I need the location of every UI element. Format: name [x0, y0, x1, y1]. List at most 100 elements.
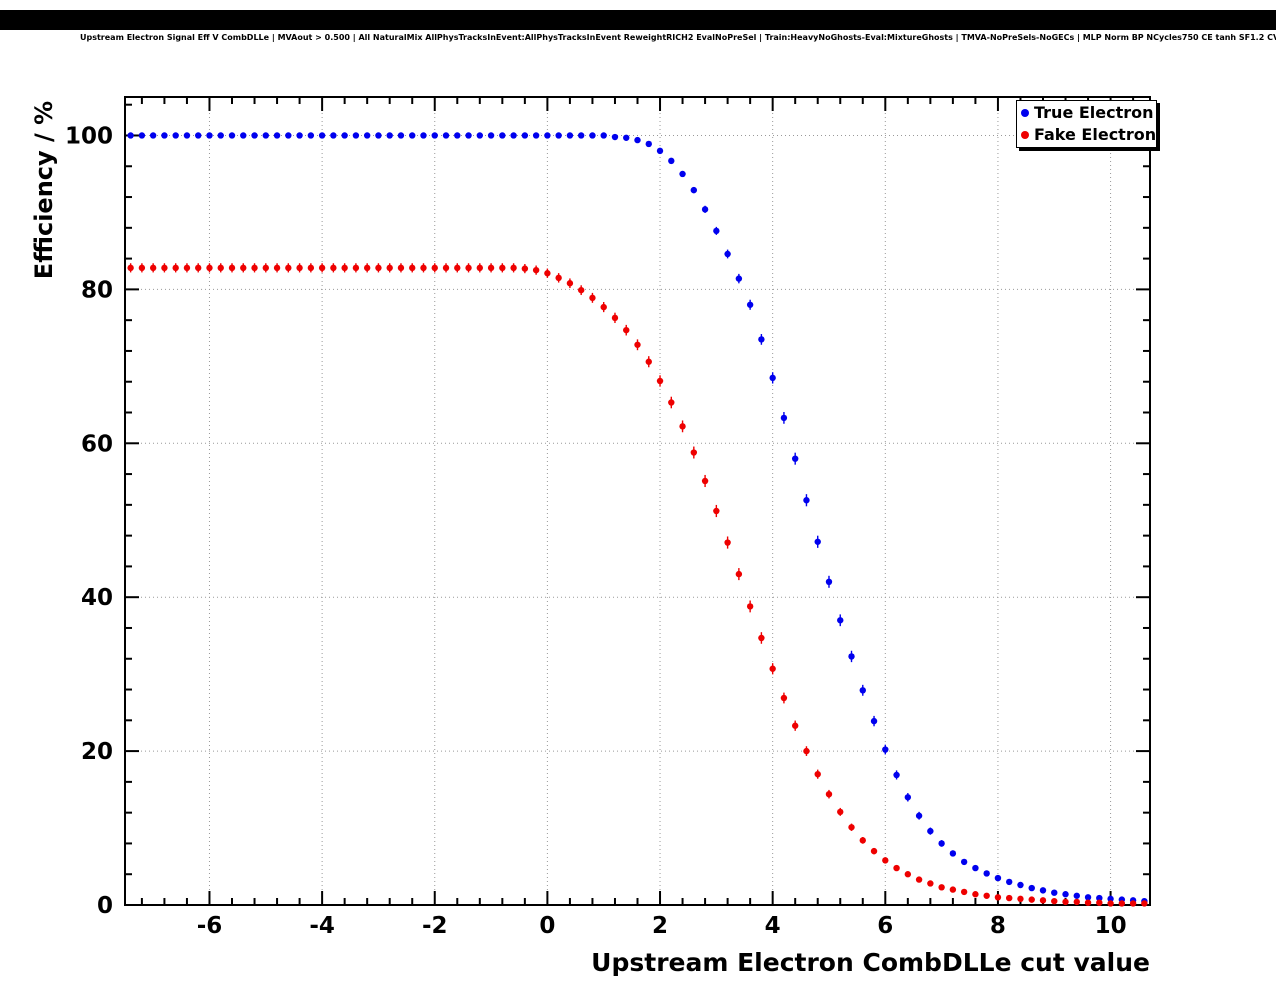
y-tick-label: 40	[81, 585, 113, 611]
data-point	[848, 653, 855, 660]
data-point	[532, 132, 540, 139]
data-point	[352, 264, 360, 272]
y-tick-label: 20	[81, 739, 113, 765]
data-point	[701, 206, 709, 213]
data-point	[499, 264, 506, 272]
data-point	[240, 132, 247, 139]
data-point	[442, 132, 450, 139]
data-point	[397, 132, 405, 139]
data-point	[1084, 894, 1092, 901]
data-point	[994, 894, 1002, 901]
data-point	[1017, 881, 1024, 889]
data-point	[577, 132, 585, 139]
data-point	[431, 132, 438, 139]
data-point	[476, 132, 484, 139]
legend: True Electron Fake Electron	[1016, 100, 1157, 148]
data-point	[228, 132, 236, 139]
data-point	[127, 264, 134, 272]
data-point	[330, 132, 337, 139]
series-true-electron	[127, 132, 1148, 905]
data-point	[791, 722, 799, 729]
data-point	[532, 266, 540, 274]
data-point	[949, 850, 957, 857]
data-point	[262, 132, 269, 139]
data-point	[859, 687, 866, 694]
data-point	[510, 264, 517, 272]
data-point	[870, 717, 878, 725]
data-point	[611, 133, 619, 141]
legend-entry-fake-electron: Fake Electron	[1017, 127, 1156, 143]
data-point	[634, 341, 641, 348]
data-point	[307, 132, 315, 139]
data-point	[668, 399, 675, 406]
data-point	[363, 132, 371, 139]
plot-frame	[124, 96, 1151, 906]
data-point	[183, 264, 191, 272]
data-point	[251, 264, 258, 272]
data-point	[1084, 899, 1092, 906]
data-point	[645, 140, 652, 148]
data-point	[915, 812, 923, 819]
data-point	[465, 132, 472, 139]
data-point	[330, 264, 337, 272]
data-point	[758, 634, 765, 642]
data-point	[994, 874, 1002, 882]
data-point	[341, 264, 348, 272]
data-point	[893, 771, 900, 779]
data-point	[363, 264, 371, 272]
data-point	[409, 264, 416, 272]
data-point	[183, 132, 191, 139]
data-point	[397, 264, 405, 272]
data-point	[307, 264, 315, 272]
y-tick-label: 60	[81, 431, 113, 457]
data-point	[318, 132, 326, 139]
data-point	[1096, 899, 1103, 906]
data-point	[634, 136, 641, 144]
data-point	[1107, 895, 1114, 903]
data-point	[960, 888, 968, 896]
data-point	[521, 132, 529, 139]
data-point	[927, 827, 934, 835]
data-point	[195, 264, 202, 272]
data-point	[195, 132, 202, 139]
data-point	[758, 336, 765, 343]
data-point	[1073, 898, 1080, 906]
axis-ticks	[125, 97, 1150, 906]
data-point	[746, 301, 754, 308]
y-tick-label: 0	[97, 893, 113, 919]
data-point	[127, 132, 134, 139]
data-point	[555, 274, 562, 282]
data-point	[825, 578, 833, 585]
data-point	[803, 747, 810, 755]
legend-entry-true-electron: True Electron	[1017, 105, 1156, 121]
gridlines	[125, 97, 1150, 906]
data-point	[487, 264, 495, 272]
data-point	[138, 132, 146, 139]
data-point	[476, 264, 484, 272]
data-point	[848, 824, 855, 831]
x-tick-label: -4	[309, 913, 335, 939]
data-point	[780, 694, 788, 702]
data-point	[386, 264, 393, 272]
x-tick-label: -2	[422, 913, 448, 939]
data-point	[228, 264, 236, 272]
data-point	[735, 570, 743, 578]
data-point	[1118, 900, 1126, 907]
data-point	[454, 264, 461, 272]
x-tick-label: 2	[652, 913, 668, 939]
data-point	[915, 876, 923, 883]
x-tick-label: 4	[765, 913, 781, 939]
data-point	[645, 358, 652, 365]
data-point	[1006, 878, 1013, 886]
data-point	[791, 455, 799, 462]
data-point	[769, 374, 776, 382]
data-point	[623, 134, 630, 141]
data-point	[780, 414, 788, 422]
data-point	[769, 665, 776, 672]
data-point	[442, 264, 450, 272]
x-tick-label: 0	[539, 913, 555, 939]
data-point	[341, 132, 348, 139]
data-point	[544, 132, 551, 139]
data-point	[904, 871, 912, 878]
